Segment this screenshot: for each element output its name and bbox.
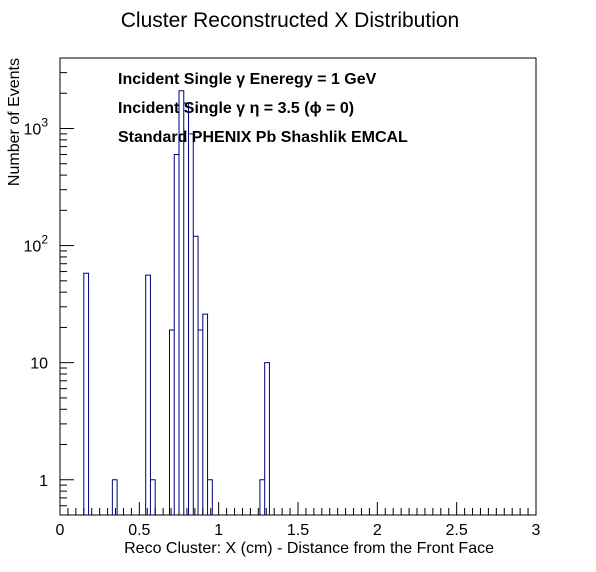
y-tick-label: 10	[30, 356, 48, 373]
annotation-detector: Standard PHENIX Pb Shashlik EMCAL	[118, 129, 408, 146]
histogram-bin-13	[260, 480, 265, 515]
histogram-bin-2	[146, 275, 151, 515]
histogram-bin-5	[174, 154, 179, 515]
histogram-bin-6	[179, 91, 184, 515]
histogram-bin-10	[198, 330, 203, 515]
annotation-energy: Incident Single γ Eneregy = 1 GeV	[118, 71, 377, 88]
y-axis-label: Number of Events	[6, 58, 23, 186]
y-tick-label: 103	[24, 115, 49, 138]
histogram-outline	[83, 90, 270, 515]
histogram-bin-8	[189, 134, 194, 515]
x-tick-label: 0	[56, 522, 65, 539]
x-tick-label: 3	[532, 522, 541, 539]
x-tick-label: 1.5	[287, 522, 309, 539]
y-tick-label: 102	[24, 233, 49, 256]
plot-frame	[59, 57, 537, 516]
histogram-bin-12	[208, 480, 213, 515]
x-axis-label: Reco Cluster: X (cm) - Distance from the…	[124, 540, 494, 557]
x-tick-label: 0.5	[128, 522, 150, 539]
x-tick-label: 1	[214, 522, 223, 539]
histogram-bin-1	[112, 480, 117, 515]
histogram-bin-14	[265, 363, 270, 515]
chart-title: Cluster Reconstructed X Distribution	[121, 9, 459, 32]
histogram-bin-11	[203, 314, 208, 515]
histogram-bin-3	[150, 480, 155, 515]
histogram-bin-0	[84, 273, 89, 515]
y-tick-label: 1	[39, 473, 48, 490]
x-tick-label: 2.5	[446, 522, 468, 539]
x-tick-label: 2	[373, 522, 382, 539]
x-axis: 0 0.5 1 1.5 2 2.5 3	[56, 502, 541, 539]
y-axis: 1 10 102 103	[24, 57, 74, 516]
histogram-bin-9	[193, 236, 198, 515]
annotation-eta: Incident Single γ η = 3.5 (ϕ = 0)	[118, 100, 354, 117]
histogram-bin-4	[169, 330, 174, 515]
histogram-bin-7	[184, 103, 189, 515]
